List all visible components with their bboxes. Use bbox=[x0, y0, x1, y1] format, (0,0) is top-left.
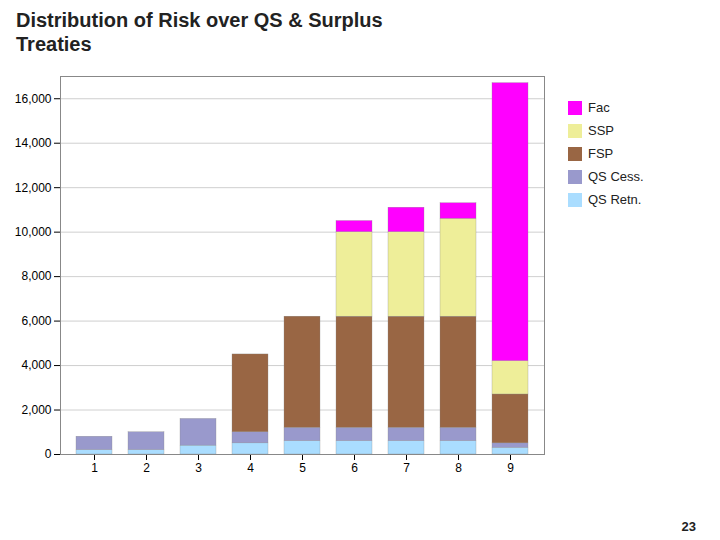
svg-text:4: 4 bbox=[247, 461, 254, 475]
svg-text:9: 9 bbox=[507, 461, 514, 475]
svg-text:6: 6 bbox=[351, 461, 358, 475]
svg-text:12,000: 12,000 bbox=[15, 181, 52, 195]
svg-text:5: 5 bbox=[299, 461, 306, 475]
svg-text:2,000: 2,000 bbox=[21, 403, 51, 417]
svg-text:8: 8 bbox=[455, 461, 462, 475]
svg-text:16,000: 16,000 bbox=[15, 92, 52, 106]
svg-text:14,000: 14,000 bbox=[15, 136, 52, 150]
html-text:QS Cess.: QS Cess. bbox=[588, 169, 644, 184]
svg-text:4,000: 4,000 bbox=[21, 358, 51, 372]
svg-text:0: 0 bbox=[45, 447, 52, 461]
svg-text:10,000: 10,000 bbox=[15, 225, 52, 239]
svg-text:3: 3 bbox=[195, 461, 202, 475]
svg-text:1: 1 bbox=[91, 461, 98, 475]
svg-text:7: 7 bbox=[403, 461, 410, 475]
html-text:Fac: Fac bbox=[588, 100, 610, 115]
html-text:Distribution of Risk over QS &: Distribution of Risk over QS & Surplus T… bbox=[16, 9, 383, 55]
svg-text:6,000: 6,000 bbox=[21, 314, 51, 328]
html-text:23: 23 bbox=[681, 519, 696, 534]
svg-text:8,000: 8,000 bbox=[21, 269, 51, 283]
html-text:QS Retn.: QS Retn. bbox=[588, 192, 642, 207]
html-text:FSP: FSP bbox=[588, 146, 614, 161]
svg-text:2: 2 bbox=[143, 461, 150, 475]
html-text:SSP: SSP bbox=[588, 123, 614, 138]
